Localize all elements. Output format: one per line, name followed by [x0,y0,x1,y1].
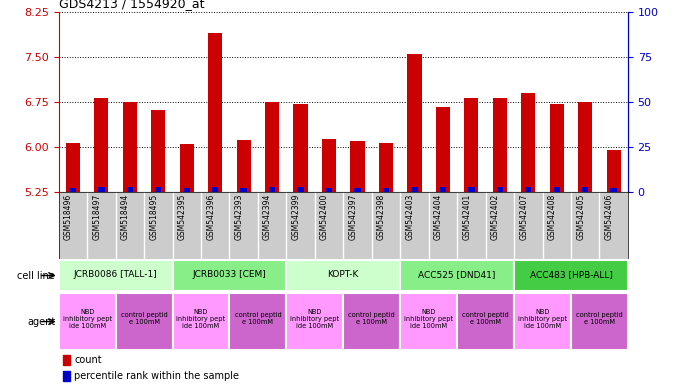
Bar [286,260,400,291]
Bar [411,187,417,192]
Text: count: count [75,355,102,365]
Bar [172,293,229,350]
Bar [59,260,172,291]
Bar [354,189,361,192]
Bar [550,104,564,192]
Text: GSM518496: GSM518496 [64,194,73,240]
Text: control peptid
e 100mM: control peptid e 100mM [235,312,282,325]
Bar [229,293,286,350]
Text: GDS4213 / 1554920_at: GDS4213 / 1554920_at [59,0,204,10]
Text: GSM542400: GSM542400 [320,194,329,240]
Bar [98,187,105,192]
Bar [611,189,617,192]
Bar [497,187,503,192]
Text: JCRB0033 [CEM]: JCRB0033 [CEM] [193,270,266,280]
Bar [151,109,166,192]
Bar [240,189,247,192]
Bar [123,102,137,192]
Text: GSM542402: GSM542402 [491,194,500,240]
Bar [525,187,531,192]
Text: GSM518497: GSM518497 [92,194,101,240]
Bar [237,140,250,192]
Bar [607,150,621,192]
Text: GSM518494: GSM518494 [121,194,130,240]
Bar [95,98,108,192]
Bar [184,189,190,192]
Bar [436,107,450,192]
Bar [400,260,514,291]
Text: JCRB0086 [TALL-1]: JCRB0086 [TALL-1] [74,270,157,280]
Bar [326,189,333,192]
Bar [269,187,275,192]
Bar [297,187,304,192]
Text: NBD
inhibitory pept
ide 100mM: NBD inhibitory pept ide 100mM [518,309,567,329]
Text: GSM542407: GSM542407 [520,194,529,240]
Bar [514,293,571,350]
Text: GSM542404: GSM542404 [434,194,443,240]
Bar [155,187,161,192]
Bar [407,54,422,192]
Bar [208,33,222,192]
Bar [464,98,478,192]
Text: GSM542399: GSM542399 [292,194,301,240]
Text: GSM542408: GSM542408 [548,194,557,240]
Bar [212,187,219,192]
Text: GSM542393: GSM542393 [235,194,244,240]
Text: control peptid
e 100mM: control peptid e 100mM [348,312,395,325]
Bar [322,139,336,192]
Bar [582,187,589,192]
Bar [265,102,279,192]
Text: NBD
inhibitory pept
ide 100mM: NBD inhibitory pept ide 100mM [63,309,112,329]
Bar [514,260,628,291]
Bar [578,102,592,192]
Text: GSM518495: GSM518495 [149,194,158,240]
Bar [126,187,133,192]
Bar [521,93,535,192]
Text: GSM542397: GSM542397 [348,194,357,240]
Text: control peptid
e 100mM: control peptid e 100mM [576,312,623,325]
Text: KOPT-K: KOPT-K [328,270,359,280]
Bar [553,187,560,192]
Bar [63,355,70,365]
Bar [457,293,514,350]
Text: control peptid
e 100mM: control peptid e 100mM [121,312,168,325]
Text: GSM542406: GSM542406 [604,194,613,240]
Text: agent: agent [27,316,55,327]
Bar [468,187,475,192]
Text: ACC525 [DND41]: ACC525 [DND41] [418,270,496,280]
Text: GSM542401: GSM542401 [462,194,471,240]
Bar [286,293,344,350]
Bar [179,144,194,192]
Bar [70,189,76,192]
Text: NBD
inhibitory pept
ide 100mM: NBD inhibitory pept ide 100mM [404,309,453,329]
Bar [293,104,308,192]
Bar [571,293,628,350]
Text: GSM542395: GSM542395 [178,194,187,240]
Text: NBD
inhibitory pept
ide 100mM: NBD inhibitory pept ide 100mM [177,309,226,329]
Bar [383,189,389,192]
Text: cell line: cell line [17,270,55,281]
Bar [351,141,364,192]
Text: GSM542396: GSM542396 [206,194,215,240]
Text: GSM542394: GSM542394 [263,194,272,240]
Bar [440,187,446,192]
Bar [379,143,393,192]
Bar [344,293,400,350]
Bar [172,260,286,291]
Bar [63,371,70,381]
Bar [66,143,80,192]
Text: NBD
inhibitory pept
ide 100mM: NBD inhibitory pept ide 100mM [290,309,339,329]
Text: percentile rank within the sample: percentile rank within the sample [75,371,239,381]
Text: GSM542403: GSM542403 [406,194,415,240]
Text: GSM542398: GSM542398 [377,194,386,240]
Bar [400,293,457,350]
Text: ACC483 [HPB-ALL]: ACC483 [HPB-ALL] [529,270,613,280]
Bar [116,293,172,350]
Bar [493,98,507,192]
Text: control peptid
e 100mM: control peptid e 100mM [462,312,509,325]
Bar [59,293,116,350]
Text: GSM542405: GSM542405 [576,194,585,240]
